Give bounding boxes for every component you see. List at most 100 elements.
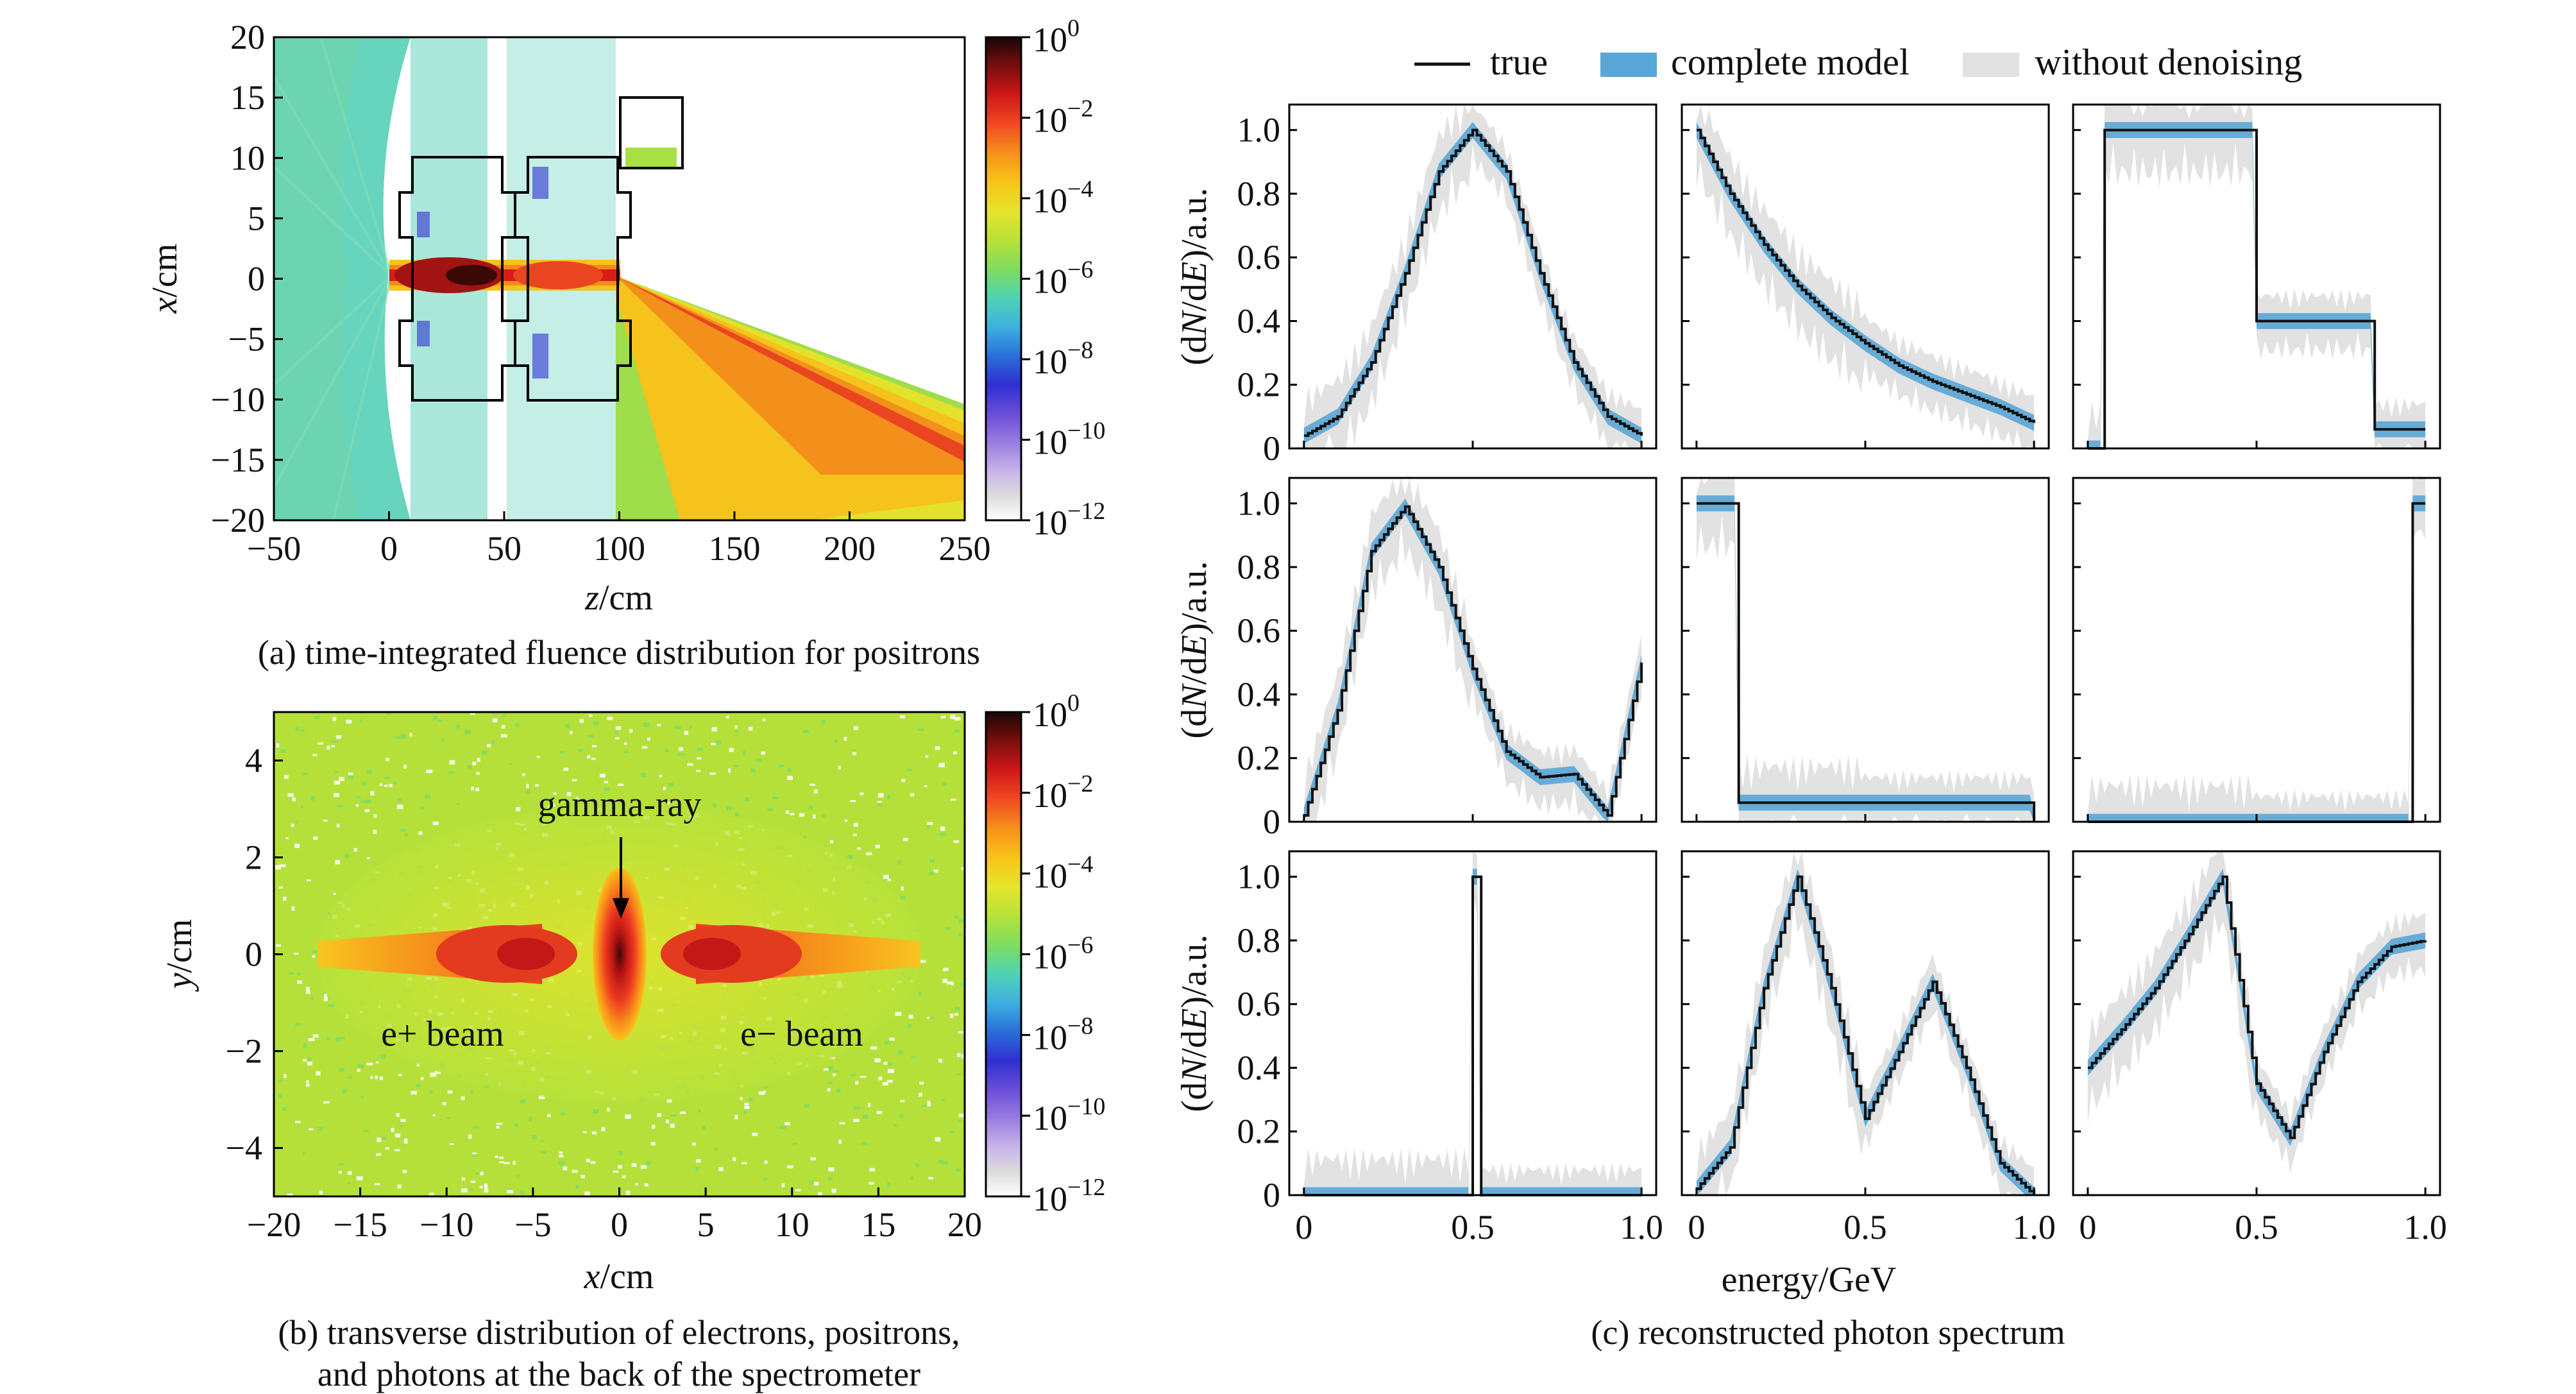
speckle <box>449 1143 454 1146</box>
speckle <box>318 1126 323 1131</box>
speckle <box>781 1183 785 1187</box>
speckle <box>337 804 343 808</box>
speckle <box>507 1189 514 1194</box>
speckle <box>860 792 864 795</box>
speckle <box>397 1184 402 1189</box>
speckle <box>473 1126 479 1128</box>
legend-without-label: without denoising <box>2035 41 2302 83</box>
speckle <box>278 886 284 888</box>
speckle <box>402 1169 407 1173</box>
speckle <box>380 1054 386 1059</box>
panel-b-xlabel: x/cm <box>584 1257 654 1296</box>
spectrum-ytick-label: 0.2 <box>1237 366 1281 404</box>
panel-a-xtick-label: 0 <box>380 529 398 568</box>
speckle <box>416 1084 421 1087</box>
speckle <box>464 729 471 735</box>
speckle <box>929 859 935 863</box>
panel-a-xtick-label: 150 <box>709 529 761 568</box>
speckle <box>878 1076 883 1080</box>
speckle <box>373 814 377 818</box>
colorbar-exponent: −2 <box>1067 770 1093 797</box>
speckle <box>894 1124 897 1126</box>
speckle <box>623 750 629 753</box>
speckle <box>360 1096 364 1098</box>
speckle <box>958 1119 962 1123</box>
speckle <box>395 1133 401 1138</box>
without-denoising-band <box>2087 851 2426 1174</box>
speckle <box>668 783 674 787</box>
speckle <box>915 1163 920 1168</box>
panel-b-xlabel-var: x <box>584 1257 600 1296</box>
speckle <box>310 796 316 801</box>
speckle <box>344 854 349 858</box>
true-spectrum-line <box>1696 502 2036 822</box>
speckle <box>867 1103 871 1107</box>
speckle <box>470 1180 476 1183</box>
speckle <box>302 772 308 776</box>
spectrum-xtick-label: 0.5 <box>2235 1208 2278 1246</box>
speckle <box>887 879 892 881</box>
speckle <box>493 713 497 716</box>
colorbar-base: 10 <box>1033 423 1067 462</box>
speckle <box>377 1137 382 1143</box>
speckle <box>695 1159 701 1163</box>
speckle <box>818 1192 822 1196</box>
speckle <box>926 1017 929 1019</box>
speckle <box>852 751 856 756</box>
speckle <box>615 726 622 730</box>
speckle <box>941 715 946 718</box>
speckle <box>363 1130 369 1133</box>
speckle <box>844 819 848 822</box>
speckle <box>559 751 564 754</box>
speckle <box>929 871 934 876</box>
speckle <box>666 801 671 804</box>
colorbar-base: 10 <box>1033 938 1067 976</box>
speckle <box>854 1106 861 1110</box>
speckle <box>762 718 766 722</box>
panel-b-xtick-label: −5 <box>514 1205 551 1244</box>
speckle <box>591 1131 597 1135</box>
speckle <box>838 1139 842 1144</box>
speckle <box>657 724 661 727</box>
speckle <box>391 1128 394 1132</box>
speckle <box>599 774 606 778</box>
speckle <box>425 794 431 799</box>
speckle <box>954 1007 961 1011</box>
colorbar-label: 10−4 <box>1033 851 1093 896</box>
speckle <box>644 1183 648 1187</box>
speckle <box>384 776 390 779</box>
spectrum-ytick-label: 0 <box>1263 1176 1280 1214</box>
speckle <box>743 1110 747 1114</box>
speckle <box>433 715 437 720</box>
speckle <box>294 844 300 848</box>
speckle <box>393 781 397 785</box>
speckle <box>895 1012 902 1016</box>
panel-b-xtick-label: −20 <box>247 1205 301 1244</box>
speckle <box>758 1091 765 1095</box>
speckle <box>809 783 816 786</box>
speckle <box>901 886 904 891</box>
speckle <box>615 737 620 740</box>
speckle <box>513 1160 516 1165</box>
speckle <box>336 824 340 828</box>
speckle <box>348 772 353 776</box>
speckle <box>331 745 335 747</box>
speckle <box>575 1185 579 1189</box>
colorbar-base: 10 <box>1033 504 1067 542</box>
speckle <box>323 997 328 1001</box>
speckle <box>900 896 906 899</box>
speckle <box>548 805 551 810</box>
speckle <box>635 1183 639 1186</box>
speckle <box>586 755 591 759</box>
speckle <box>949 1130 954 1133</box>
speckle <box>629 729 633 733</box>
speckle <box>679 1111 686 1114</box>
speckle <box>312 1034 319 1038</box>
true-spectrum-line <box>1303 128 1643 438</box>
speckle <box>855 1081 859 1085</box>
speckle <box>933 869 938 873</box>
speckle <box>919 1082 924 1085</box>
colorbar-label: 10−8 <box>1033 337 1093 381</box>
speckle <box>640 1165 647 1169</box>
